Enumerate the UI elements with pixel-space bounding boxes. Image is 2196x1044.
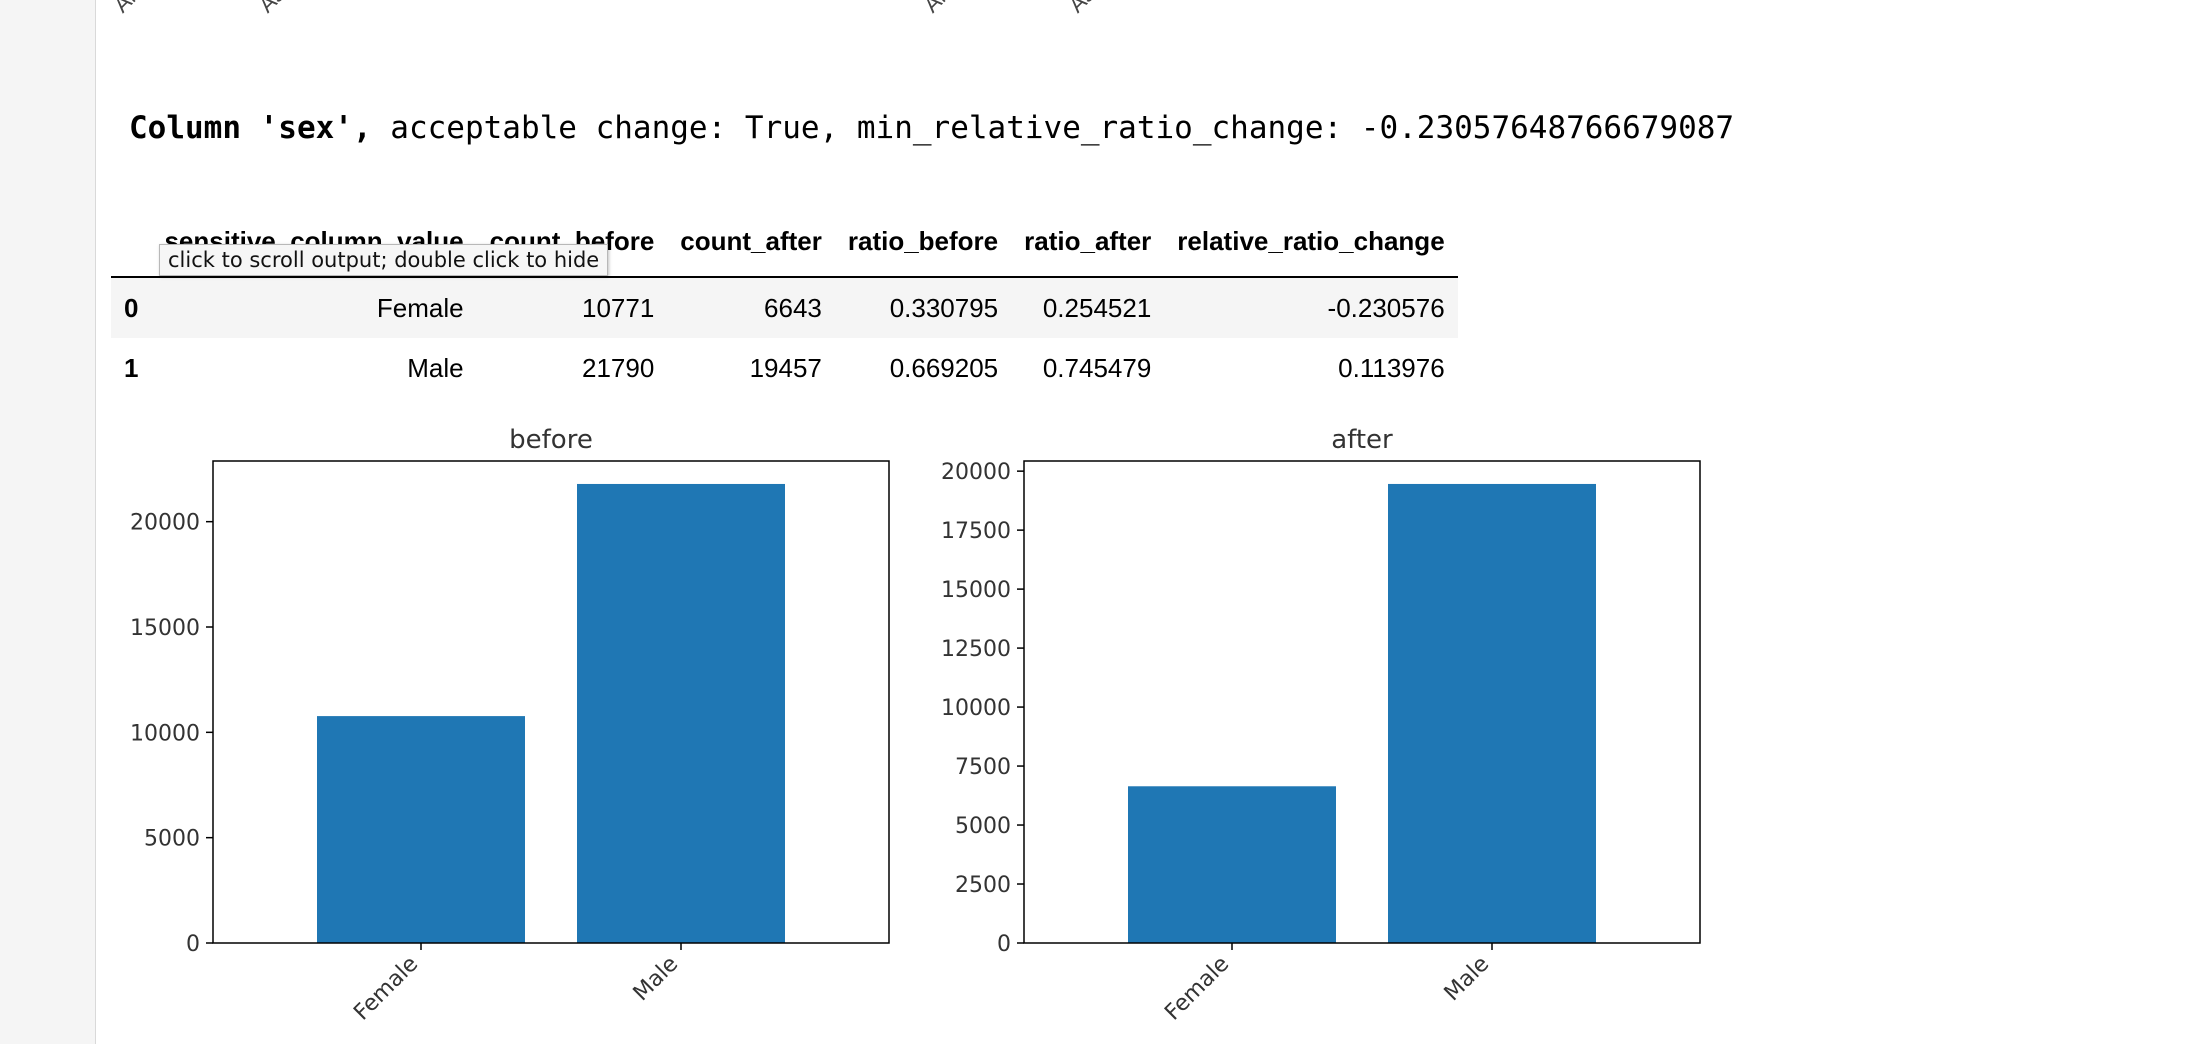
cell-gutter bbox=[0, 0, 96, 1044]
bar bbox=[317, 716, 525, 943]
y-tick-label: 15000 bbox=[130, 616, 200, 641]
y-tick-label: 20000 bbox=[130, 511, 200, 536]
table-row: 0 Female 10771 6643 0.330795 0.254521 -0… bbox=[111, 277, 1458, 338]
table-cell: Male bbox=[407, 352, 464, 383]
table-cell: 10771 bbox=[581, 292, 655, 323]
y-tick-label: 7500 bbox=[955, 755, 1011, 780]
y-tick-label: 2500 bbox=[955, 873, 1011, 898]
column-name: Column 'sex', bbox=[129, 110, 372, 146]
column-summary: Column 'sex', acceptable change: True, m… bbox=[129, 110, 1734, 146]
table-cell: 0.254521 bbox=[1042, 292, 1152, 323]
column-header: relative_ratio_change bbox=[1164, 206, 1458, 278]
column-header: ratio_before bbox=[834, 206, 1012, 278]
plot-frame bbox=[212, 460, 890, 944]
table-cell: Female bbox=[376, 292, 464, 323]
y-tick-label: 5000 bbox=[955, 814, 1011, 839]
bar bbox=[1388, 483, 1596, 943]
bar bbox=[577, 483, 785, 943]
column-header: count_after bbox=[667, 206, 835, 278]
bar bbox=[1128, 786, 1336, 943]
y-tick-label: 0 bbox=[997, 932, 1011, 957]
x-tick-label: Female bbox=[349, 952, 423, 1026]
y-tick-label: 17500 bbox=[941, 519, 1011, 544]
y-tick-label: 10000 bbox=[941, 696, 1011, 721]
y-tick-label: 0 bbox=[186, 932, 200, 957]
plot-frame bbox=[1023, 460, 1701, 944]
y-tick-label: 20000 bbox=[941, 460, 1011, 485]
table-row: 1 Male 21790 19457 0.669205 0.745479 0.1… bbox=[111, 338, 1458, 398]
y-tick-label: 12500 bbox=[941, 637, 1011, 662]
index-header bbox=[111, 206, 152, 278]
table-cell: 0.113976 bbox=[1338, 352, 1445, 383]
table-cell: 0.745479 bbox=[1042, 352, 1152, 383]
column-header: ratio_after bbox=[1011, 206, 1165, 278]
table-cell: 6643 bbox=[764, 292, 822, 323]
y-tick-label: 5000 bbox=[144, 827, 200, 852]
table-cell: 0.669205 bbox=[889, 352, 999, 383]
table-cell: 19457 bbox=[749, 352, 822, 383]
y-tick-label: 15000 bbox=[941, 578, 1011, 603]
table-cell: 0.330795 bbox=[889, 292, 999, 323]
x-tick-label: Male bbox=[629, 952, 684, 1007]
table-cell: 21790 bbox=[581, 352, 655, 383]
output-scroll-tooltip: click to scroll output; double click to … bbox=[159, 244, 609, 276]
x-tick-label: Male bbox=[1440, 952, 1495, 1007]
chart-title: after bbox=[1331, 425, 1393, 455]
table-cell: -0.230576 bbox=[1327, 292, 1445, 323]
cell-output[interactable]: Ame As Ame As Column 'sex', acceptable c… bbox=[97, 0, 2196, 1044]
x-tick-label: Female bbox=[1160, 952, 1234, 1026]
row-index: 1 bbox=[124, 352, 139, 383]
row-index: 0 bbox=[124, 292, 139, 323]
summary-details: acceptable change: True, min_relative_ra… bbox=[371, 110, 1735, 146]
y-tick-label: 10000 bbox=[130, 721, 200, 746]
chart-title: before bbox=[509, 425, 593, 455]
